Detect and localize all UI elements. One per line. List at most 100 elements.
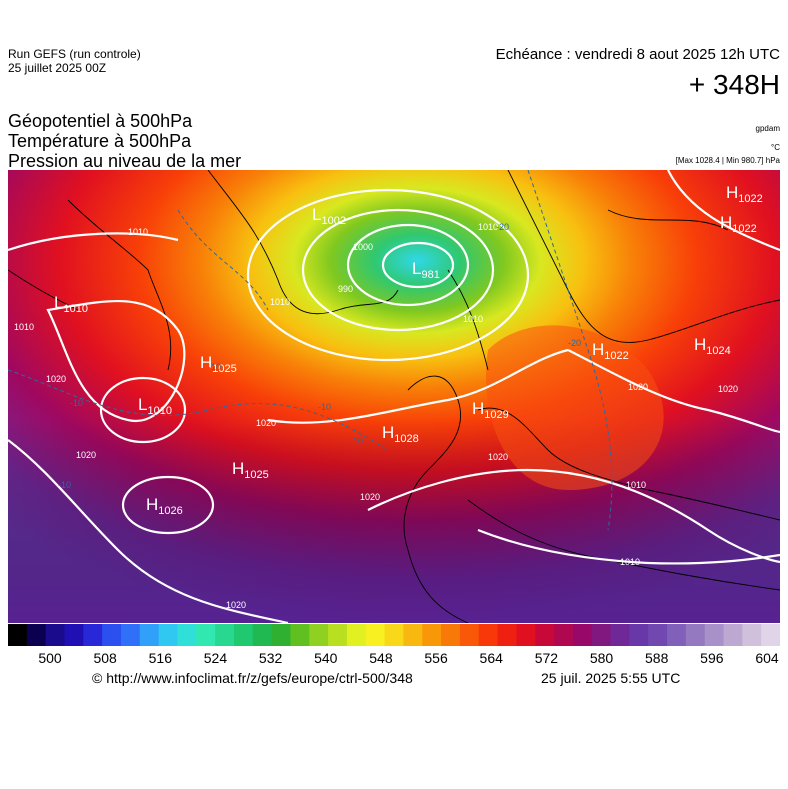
- color-swatch: [535, 624, 555, 646]
- color-swatch: [441, 624, 461, 646]
- color-swatch: [26, 624, 47, 646]
- svg-text:-10: -10: [350, 436, 363, 446]
- color-swatch: [215, 624, 235, 646]
- color-scale-tick-label: 588: [645, 650, 669, 666]
- color-scale-tick-label: 556: [424, 650, 448, 666]
- color-scale-tick-label: 532: [258, 650, 283, 666]
- svg-text:1010: 1010: [478, 222, 498, 232]
- color-swatch: [196, 624, 216, 646]
- color-swatch: [346, 624, 367, 646]
- color-swatch: [252, 624, 273, 646]
- svg-text:1020: 1020: [76, 450, 96, 460]
- color-swatch: [761, 624, 780, 646]
- center-h1022c: H1022: [592, 340, 629, 362]
- color-swatch: [271, 624, 291, 646]
- color-swatch: [497, 624, 517, 646]
- color-swatch: [309, 624, 329, 646]
- unit-gpdam: gpdam: [755, 124, 780, 133]
- color-scale-tick-label: 508: [93, 650, 117, 666]
- color-swatch: [742, 624, 762, 646]
- color-swatch: [365, 624, 386, 646]
- max-min-pressure: [Max 1028.4 | Min 980.7] hPa: [675, 156, 780, 165]
- center-l1010: L1010: [54, 293, 88, 315]
- color-swatch: [403, 624, 423, 646]
- center-h1028: H1028: [382, 423, 419, 445]
- lead-time: + 348H: [688, 69, 780, 100]
- color-swatch: [610, 624, 630, 646]
- center-l981: L981: [412, 259, 440, 281]
- color-swatch: [64, 624, 84, 646]
- center-h1026: H1026: [146, 495, 183, 517]
- svg-text:990: 990: [338, 284, 353, 294]
- color-scale-bar: [8, 624, 780, 646]
- center-h1022a: H1022: [726, 183, 763, 205]
- color-swatch: [120, 624, 141, 646]
- color-swatch: [723, 624, 743, 646]
- svg-text:-10: -10: [208, 362, 221, 372]
- svg-text:-10: -10: [318, 402, 331, 412]
- echeance-label: Echéance : vendredi 8 aout 2025 12h UTC: [495, 46, 780, 63]
- color-swatch: [158, 624, 178, 646]
- title-pressure: Pression au niveau de la mer: [8, 151, 242, 171]
- color-swatch: [422, 624, 442, 646]
- color-swatch: [83, 624, 103, 646]
- svg-text:1020: 1020: [718, 384, 738, 394]
- temperature-labels: -10 -10 -10 -10 -20 -10 -20: [58, 222, 581, 490]
- center-h1022b: H1022: [720, 213, 757, 235]
- color-scale-tick-label: 548: [369, 650, 393, 666]
- color-swatch: [177, 624, 197, 646]
- unit-celsius: °C: [771, 143, 780, 152]
- color-swatch: [704, 624, 725, 646]
- color-scale-tick-label: 540: [314, 650, 338, 666]
- color-swatch: [648, 624, 668, 646]
- center-l1010b: L1010: [138, 395, 172, 417]
- color-swatch: [554, 624, 574, 646]
- run-label: Run GEFS (run controle): [8, 47, 141, 61]
- run-date: 25 juillet 2025 00Z: [8, 61, 107, 75]
- color-scale-tick-label: 596: [700, 650, 724, 666]
- pressure-centers: H1022 H1022 L1002 L981 L1010 H1025 L1010…: [54, 183, 763, 517]
- svg-text:1010: 1010: [270, 297, 290, 307]
- svg-text:-20: -20: [496, 222, 509, 232]
- color-scale-tick-label: 604: [755, 650, 779, 666]
- svg-text:-10: -10: [58, 480, 71, 490]
- title-temperature: Température à 500hPa: [8, 131, 192, 151]
- svg-text:1020: 1020: [256, 418, 276, 428]
- isobars: [8, 170, 780, 623]
- center-h1024: H1024: [694, 335, 731, 357]
- center-h1025a: H1025: [200, 353, 237, 375]
- color-swatch: [572, 624, 593, 646]
- svg-text:1020: 1020: [46, 374, 66, 384]
- center-h1025b: H1025: [232, 459, 269, 481]
- isobar-labels: 1010 1010 1000 990 1010 1010 1020 1020 1…: [14, 222, 738, 610]
- generation-time: 25 juil. 2025 5:55 UTC: [541, 670, 681, 686]
- color-scale-tick-label: 524: [203, 650, 228, 666]
- color-swatch: [516, 624, 536, 646]
- temperature-contours: [8, 170, 613, 531]
- weather-map: H1022 H1022 L1002 L981 L1010 H1025 L1010…: [8, 170, 780, 623]
- svg-text:1010: 1010: [626, 480, 646, 490]
- color-swatch: [667, 624, 687, 646]
- svg-text:-20: -20: [568, 338, 581, 348]
- color-scale-tick-label: 580: [589, 650, 614, 666]
- color-swatch: [139, 624, 160, 646]
- color-scale-tick-label: 500: [38, 650, 62, 666]
- svg-text:1010: 1010: [463, 314, 483, 324]
- color-swatch: [459, 624, 480, 646]
- color-swatch: [328, 624, 348, 646]
- svg-text:1010: 1010: [620, 557, 640, 567]
- color-swatch: [45, 624, 65, 646]
- source-url[interactable]: © http://www.infoclimat.fr/z/gefs/europe…: [92, 670, 413, 686]
- color-swatch: [591, 624, 612, 646]
- color-swatch: [290, 624, 310, 646]
- svg-text:1020: 1020: [360, 492, 380, 502]
- svg-text:1010: 1010: [14, 322, 34, 332]
- color-scale-tick-label: 516: [148, 650, 172, 666]
- color-swatch: [102, 624, 122, 646]
- svg-text:1000: 1000: [353, 242, 373, 252]
- warm-plume: [486, 325, 664, 490]
- color-swatch: [384, 624, 404, 646]
- svg-text:-10: -10: [70, 398, 83, 408]
- color-scale-tick-label: 572: [534, 650, 559, 666]
- color-swatch: [478, 624, 499, 646]
